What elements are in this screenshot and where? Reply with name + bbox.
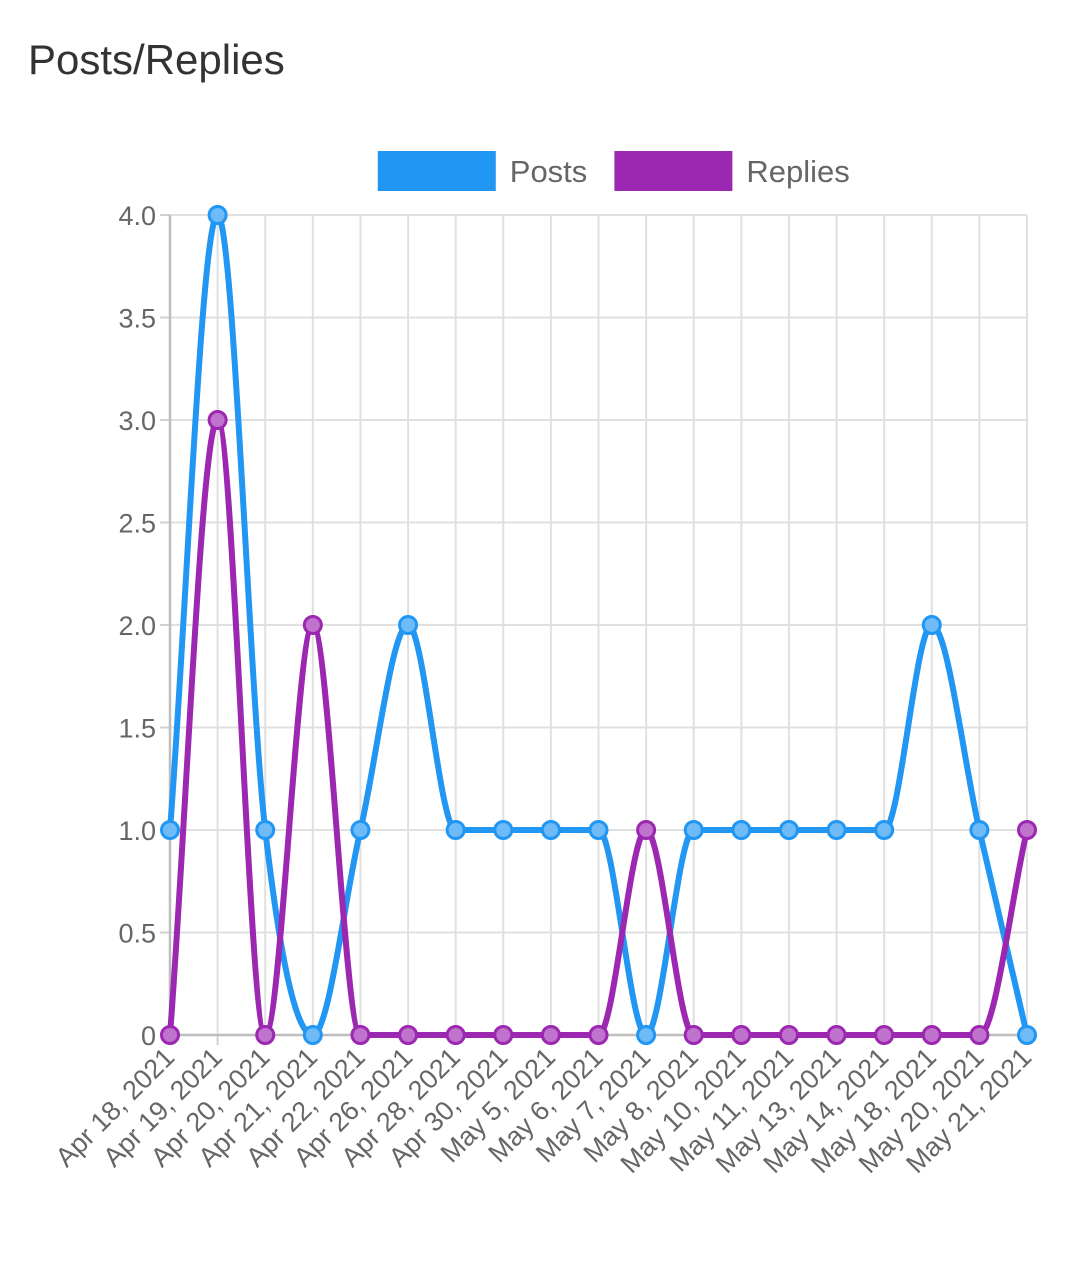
data-point-posts[interactable] <box>398 615 419 635</box>
data-point-posts[interactable] <box>683 820 704 840</box>
data-point-replies[interactable] <box>540 1025 561 1045</box>
series-line-posts <box>167 212 1030 1038</box>
data-point-posts[interactable] <box>826 820 847 840</box>
y-tick-label: 3.0 <box>118 406 156 436</box>
chart-grid <box>160 214 1028 1045</box>
data-point-replies[interactable] <box>445 1025 466 1045</box>
data-point-replies[interactable] <box>398 1025 419 1045</box>
data-point-posts[interactable] <box>493 820 514 840</box>
y-tick-label: 2.0 <box>118 611 156 641</box>
data-point-replies[interactable] <box>826 1025 847 1045</box>
chart-legend[interactable]: Posts Replies <box>377 151 850 191</box>
y-tick-label: 1.0 <box>118 816 156 846</box>
data-point-posts[interactable] <box>636 1025 657 1045</box>
data-point-posts[interactable] <box>255 820 276 840</box>
chart-series <box>160 205 1037 1045</box>
data-point-replies[interactable] <box>350 1025 371 1045</box>
data-point-posts[interactable] <box>445 820 466 840</box>
y-tick-label: 4.0 <box>118 201 156 231</box>
legend-label-posts[interactable]: Posts <box>510 154 588 189</box>
data-point-posts[interactable] <box>921 615 942 635</box>
chart-axes <box>160 215 1027 1045</box>
data-point-posts[interactable] <box>302 1025 323 1045</box>
data-point-posts[interactable] <box>160 820 180 840</box>
y-tick-label: 3.5 <box>118 304 156 334</box>
data-point-replies[interactable] <box>302 615 323 635</box>
legend-swatch-replies[interactable] <box>614 151 733 191</box>
data-point-replies[interactable] <box>588 1025 609 1045</box>
y-axis-ticks: 0 0.5 1.0 1.5 2.0 2.5 3.0 3.5 4.0 <box>118 201 156 1051</box>
y-tick-label: 0 <box>141 1021 156 1051</box>
legend-label-replies[interactable]: Replies <box>746 154 849 189</box>
data-point-posts[interactable] <box>588 820 609 840</box>
data-point-replies[interactable] <box>731 1025 752 1045</box>
data-point-posts[interactable] <box>350 820 371 840</box>
data-point-replies[interactable] <box>874 1025 895 1045</box>
legend-swatch-posts[interactable] <box>377 151 496 191</box>
data-point-replies[interactable] <box>778 1025 799 1045</box>
data-point-posts[interactable] <box>207 205 228 225</box>
data-point-posts[interactable] <box>731 820 752 840</box>
data-point-replies[interactable] <box>969 1025 990 1045</box>
data-point-replies[interactable] <box>493 1025 514 1045</box>
data-point-replies[interactable] <box>1017 820 1037 840</box>
y-tick-label: 1.5 <box>118 714 156 744</box>
data-point-replies[interactable] <box>921 1025 942 1045</box>
data-point-posts[interactable] <box>969 820 990 840</box>
y-tick-label: 0.5 <box>118 919 156 949</box>
y-tick-label: 2.5 <box>118 509 156 539</box>
data-point-posts[interactable] <box>874 820 895 840</box>
data-point-replies[interactable] <box>683 1025 704 1045</box>
data-point-replies[interactable] <box>255 1025 276 1045</box>
card-title: Posts/Replies <box>28 36 285 83</box>
data-point-posts[interactable] <box>540 820 561 840</box>
data-point-replies[interactable] <box>160 1025 180 1045</box>
data-point-replies[interactable] <box>636 820 657 840</box>
data-point-posts[interactable] <box>778 820 799 840</box>
data-point-replies[interactable] <box>207 410 228 430</box>
data-point-posts[interactable] <box>1017 1025 1037 1045</box>
